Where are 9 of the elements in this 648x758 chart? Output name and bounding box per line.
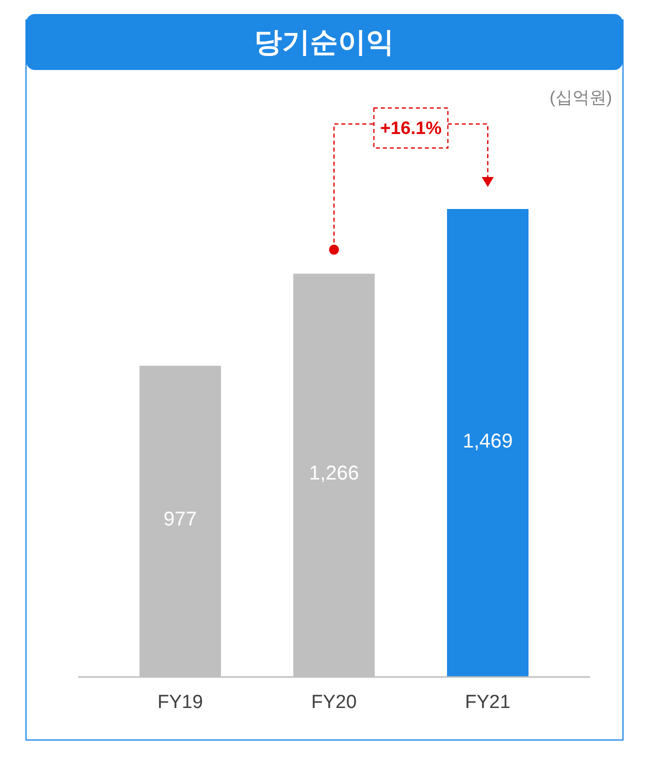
- text: (십억원): [550, 88, 612, 107]
- data-label: 1,266: [308, 462, 360, 485]
- x-tick-label: FY21: [465, 692, 510, 713]
- data-label: 977: [164, 508, 197, 531]
- x-tick-label: FY20: [311, 692, 357, 713]
- chart-title: 당기순이익: [254, 26, 394, 58]
- data-label: 1,469: [462, 430, 513, 452]
- x-tick-label: FY19: [158, 692, 203, 713]
- text: +16.1%: [380, 118, 442, 138]
